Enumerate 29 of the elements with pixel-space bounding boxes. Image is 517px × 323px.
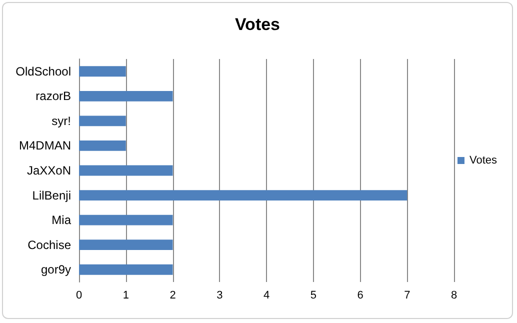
x-tick-label: 5 [310, 290, 316, 302]
x-tick-label: 7 [404, 290, 410, 302]
bar [79, 90, 173, 102]
bar [79, 140, 126, 151]
y-tick-label: syr! [52, 114, 71, 128]
y-tick-label: razorB [36, 89, 71, 104]
bar [79, 214, 173, 226]
bar [79, 165, 173, 176]
bar [79, 190, 408, 200]
x-tick-label: 8 [450, 290, 458, 302]
y-tick-label: Cochise [28, 238, 72, 252]
chart-title: Votes [234, 15, 280, 34]
y-tick-label: gor9y [40, 262, 71, 277]
bar [79, 264, 173, 275]
y-tick-label: JaXXoN [26, 164, 71, 178]
y-tick-label: OldSchool [16, 64, 71, 78]
y-tick-label: Mia [52, 213, 72, 228]
bar [79, 116, 126, 126]
y-tick-label: LilBenji [32, 188, 71, 202]
x-tick-label: 1 [122, 290, 129, 302]
x-tick-label: 0 [76, 290, 82, 302]
legend-label: Votes [469, 154, 498, 166]
x-tick-label: 2 [170, 290, 176, 302]
x-tick-label: 4 [263, 290, 270, 302]
bar [79, 240, 173, 250]
y-tick-label: M4DMAN [18, 138, 71, 153]
x-tick-label: 3 [216, 290, 223, 302]
bar [79, 66, 126, 77]
x-tick-label: 6 [357, 290, 364, 302]
